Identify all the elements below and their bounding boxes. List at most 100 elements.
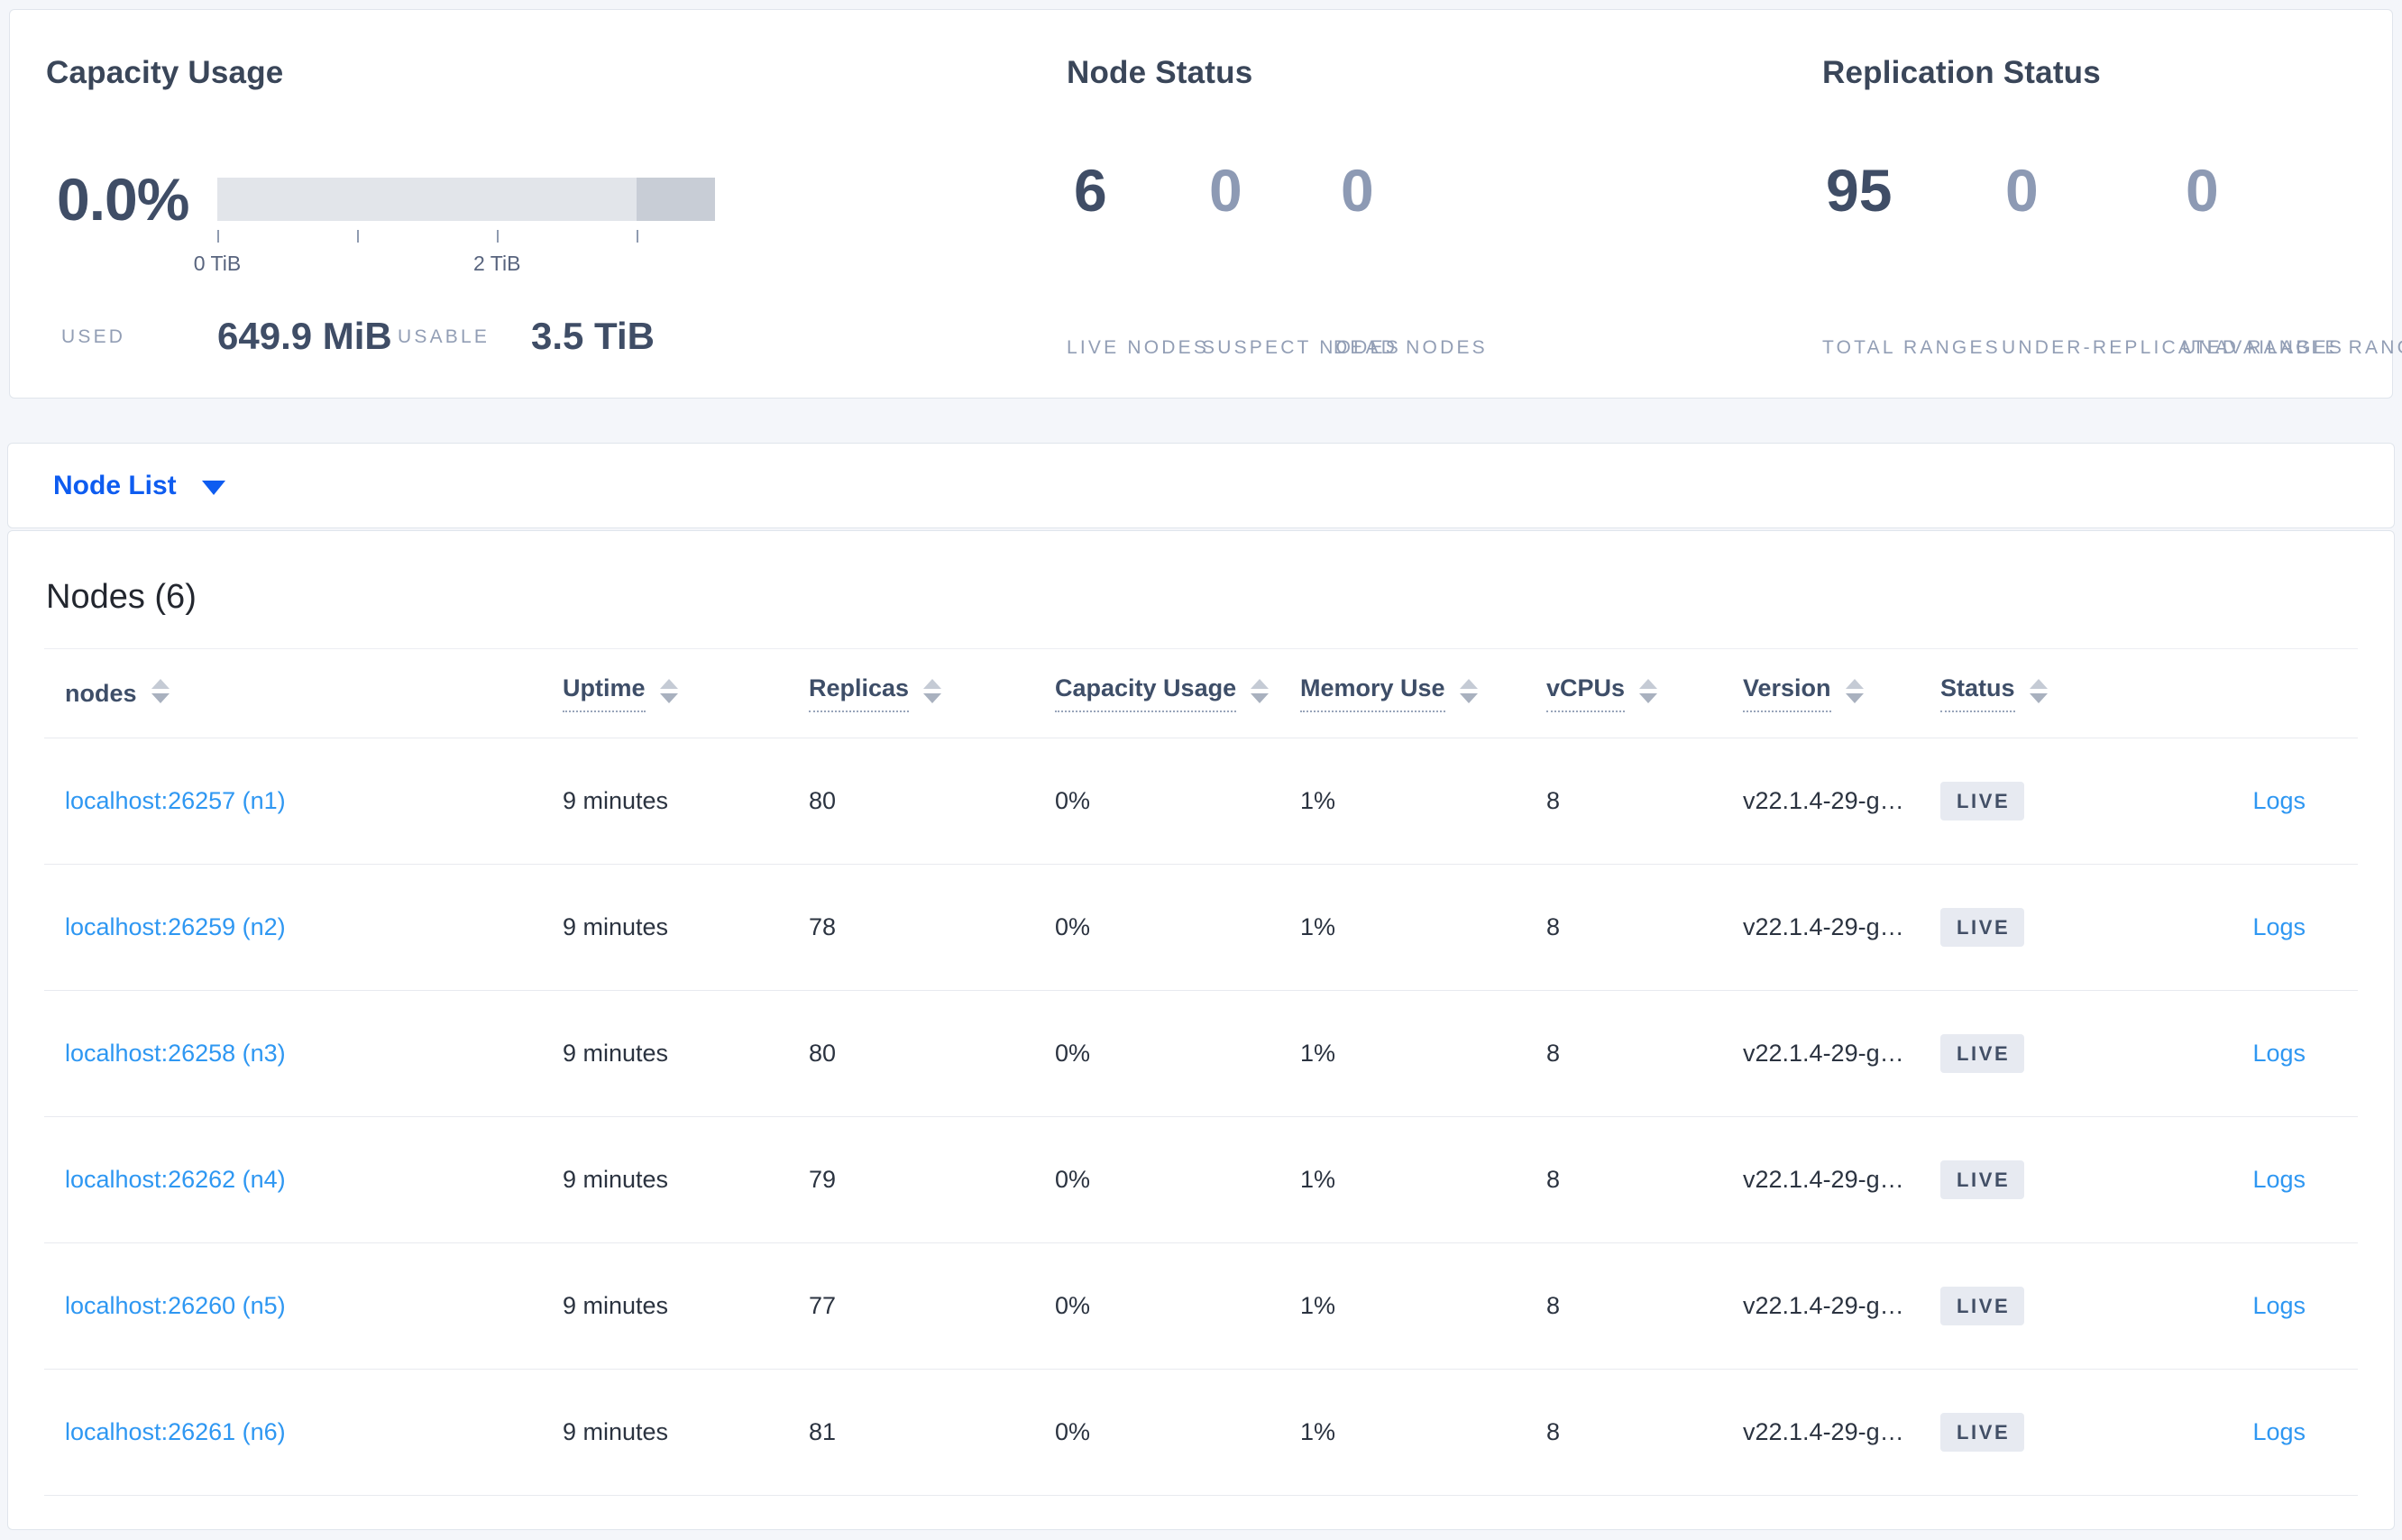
replicas-cell: 80	[809, 1040, 837, 1067]
node-link[interactable]: localhost:26258 (n3)	[65, 1040, 286, 1067]
node-link[interactable]: localhost:26260 (n5)	[65, 1292, 286, 1319]
column-label: Replicas	[809, 674, 910, 712]
memory-use-cell: 1%	[1300, 1418, 1336, 1445]
replicas-cell: 80	[809, 787, 837, 814]
logs-link[interactable]: Logs	[2252, 913, 2306, 940]
dead-nodes-value: 0	[1341, 157, 1374, 224]
under-replicated-ranges-metric: 0 UNDER-REPLICATED RANGES	[2002, 154, 2345, 363]
replicas-cell: 79	[809, 1166, 837, 1193]
column-header-replicas[interactable]: Replicas	[809, 649, 1055, 738]
replicas-cell: 78	[809, 913, 837, 940]
node-link[interactable]: localhost:26261 (n6)	[65, 1418, 286, 1445]
uptime-cell: 9 minutes	[563, 913, 669, 940]
version-cell: v22.1.4-29-g…	[1743, 1418, 1904, 1445]
logs-link[interactable]: Logs	[2252, 1040, 2306, 1067]
live-nodes-metric: 6 LIVE NODES	[1067, 154, 1206, 363]
status-badge: LIVE	[1940, 1160, 2025, 1199]
uptime-cell: 9 minutes	[563, 1292, 669, 1319]
usable-label: USABLE	[398, 326, 490, 347]
logs-link[interactable]: Logs	[2252, 1166, 2306, 1193]
version-cell: v22.1.4-29-g…	[1743, 1292, 1904, 1319]
node-list-dropdown[interactable]: Node List	[53, 471, 225, 501]
capacity-bar-segment	[636, 178, 715, 221]
node-status-title: Node Status	[1067, 55, 1253, 90]
sort-icon[interactable]	[1251, 678, 1270, 703]
logs-link[interactable]: Logs	[2252, 1418, 2306, 1445]
nodes-table-title: Nodes (6)	[46, 578, 197, 616]
memory-use-cell: 1%	[1300, 913, 1336, 940]
memory-use-cell: 1%	[1300, 1292, 1336, 1319]
column-header-memory-use[interactable]: Memory Use	[1300, 649, 1546, 738]
column-label: Memory Use	[1300, 674, 1445, 712]
capacity-usage-section: Capacity Usage 0.0% 0 TiB 2 TiB USED 649…	[46, 10, 731, 398]
uptime-cell: 9 minutes	[563, 1040, 669, 1067]
vcpus-cell: 8	[1546, 787, 1561, 814]
table-row: localhost:26257 (n1) 9 minutes 80 0% 1% 8 v22.…	[44, 738, 2358, 865]
replicas-cell: 77	[809, 1292, 837, 1319]
vcpus-cell: 8	[1546, 1292, 1561, 1319]
version-cell: v22.1.4-29-g…	[1743, 913, 1904, 940]
node-link[interactable]: localhost:26257 (n1)	[65, 787, 286, 814]
chevron-down-icon	[201, 480, 225, 495]
replication-status-metrics: 95 TOTAL RANGES 0 UNDER-REPLICATED RANGE…	[1822, 154, 2402, 363]
vcpus-cell: 8	[1546, 1418, 1561, 1445]
unavailable-ranges-label: UNAVAILABLE RANGES	[2182, 337, 2402, 358]
view-selector-bar: Node List	[7, 443, 2395, 528]
column-header-capacity-usage[interactable]: Capacity Usage	[1055, 649, 1300, 738]
column-header-vcpus[interactable]: vCPUs	[1546, 649, 1743, 738]
axis-tick-label: 2 TiB	[473, 252, 521, 275]
logs-link[interactable]: Logs	[2252, 787, 2306, 814]
status-badge: LIVE	[1940, 1287, 2025, 1325]
unavailable-ranges-value: 0	[2186, 157, 2219, 224]
replication-status-title: Replication Status	[1822, 55, 2101, 90]
suspect-nodes-metric: 0 SUSPECT NODES	[1202, 154, 1398, 363]
table-row: localhost:26261 (n6) 9 minutes 81 0% 1% 8 v22.…	[44, 1370, 2358, 1496]
sort-icon[interactable]	[2029, 678, 2048, 703]
capacity-usage-cell: 0%	[1055, 1292, 1091, 1319]
table-header-row: nodes Uptime Replicas	[44, 649, 2358, 738]
used-label: USED	[61, 326, 126, 347]
logs-link[interactable]: Logs	[2252, 1292, 2306, 1319]
status-badge: LIVE	[1940, 908, 2025, 947]
column-label: Status	[1940, 674, 2015, 712]
dead-nodes-label: DEAD NODES	[1334, 337, 1488, 358]
column-header-uptime[interactable]: Uptime	[563, 649, 809, 738]
column-label: vCPUs	[1546, 674, 1626, 712]
sort-icon[interactable]	[151, 678, 170, 703]
suspect-nodes-value: 0	[1209, 157, 1242, 224]
node-status-metrics: 6 LIVE NODES 0 SUSPECT NODES 0 DEAD NODE…	[1067, 154, 1488, 363]
node-link[interactable]: localhost:26259 (n2)	[65, 913, 286, 940]
capacity-bar-track	[217, 178, 715, 221]
under-replicated-ranges-value: 0	[2005, 157, 2039, 224]
status-badge: LIVE	[1940, 782, 2025, 820]
capacity-usage-cell: 0%	[1055, 1166, 1091, 1193]
memory-use-cell: 1%	[1300, 1040, 1336, 1067]
node-link[interactable]: localhost:26262 (n4)	[65, 1166, 286, 1193]
total-ranges-value: 95	[1826, 157, 1893, 224]
vcpus-cell: 8	[1546, 1040, 1561, 1067]
column-header-nodes[interactable]: nodes	[44, 649, 563, 738]
axis-tick	[497, 230, 500, 243]
status-badge: LIVE	[1940, 1034, 2025, 1073]
sort-icon[interactable]	[659, 678, 678, 703]
sort-icon[interactable]	[923, 678, 942, 703]
version-cell: v22.1.4-29-g…	[1743, 1040, 1904, 1067]
memory-use-cell: 1%	[1300, 1166, 1336, 1193]
sort-icon[interactable]	[1639, 678, 1658, 703]
column-header-version[interactable]: Version	[1743, 649, 1940, 738]
table-row: localhost:26260 (n5) 9 minutes 77 0% 1% 8 v22.…	[44, 1243, 2358, 1370]
sort-icon[interactable]	[1459, 678, 1478, 703]
used-value: 649.9 MiB	[217, 315, 392, 357]
nodes-table-body: localhost:26257 (n1) 9 minutes 80 0% 1% 8 v22.…	[44, 738, 2358, 1496]
under-replicated-ranges-label: UNDER-REPLICATED RANGES	[2002, 337, 2345, 358]
total-ranges-label: TOTAL RANGES	[1822, 337, 2001, 358]
sort-icon[interactable]	[1845, 678, 1864, 703]
capacity-axis-labels: 0 TiB 2 TiB	[194, 252, 715, 277]
column-header-status[interactable]: Status	[1940, 649, 2168, 738]
column-label: Uptime	[563, 674, 646, 712]
column-label: Capacity Usage	[1055, 674, 1237, 712]
usable-value: 3.5 TiB	[531, 315, 655, 357]
total-ranges-metric: 95 TOTAL RANGES	[1822, 154, 2002, 363]
column-label: nodes	[65, 679, 137, 707]
status-badge: LIVE	[1940, 1413, 2025, 1452]
